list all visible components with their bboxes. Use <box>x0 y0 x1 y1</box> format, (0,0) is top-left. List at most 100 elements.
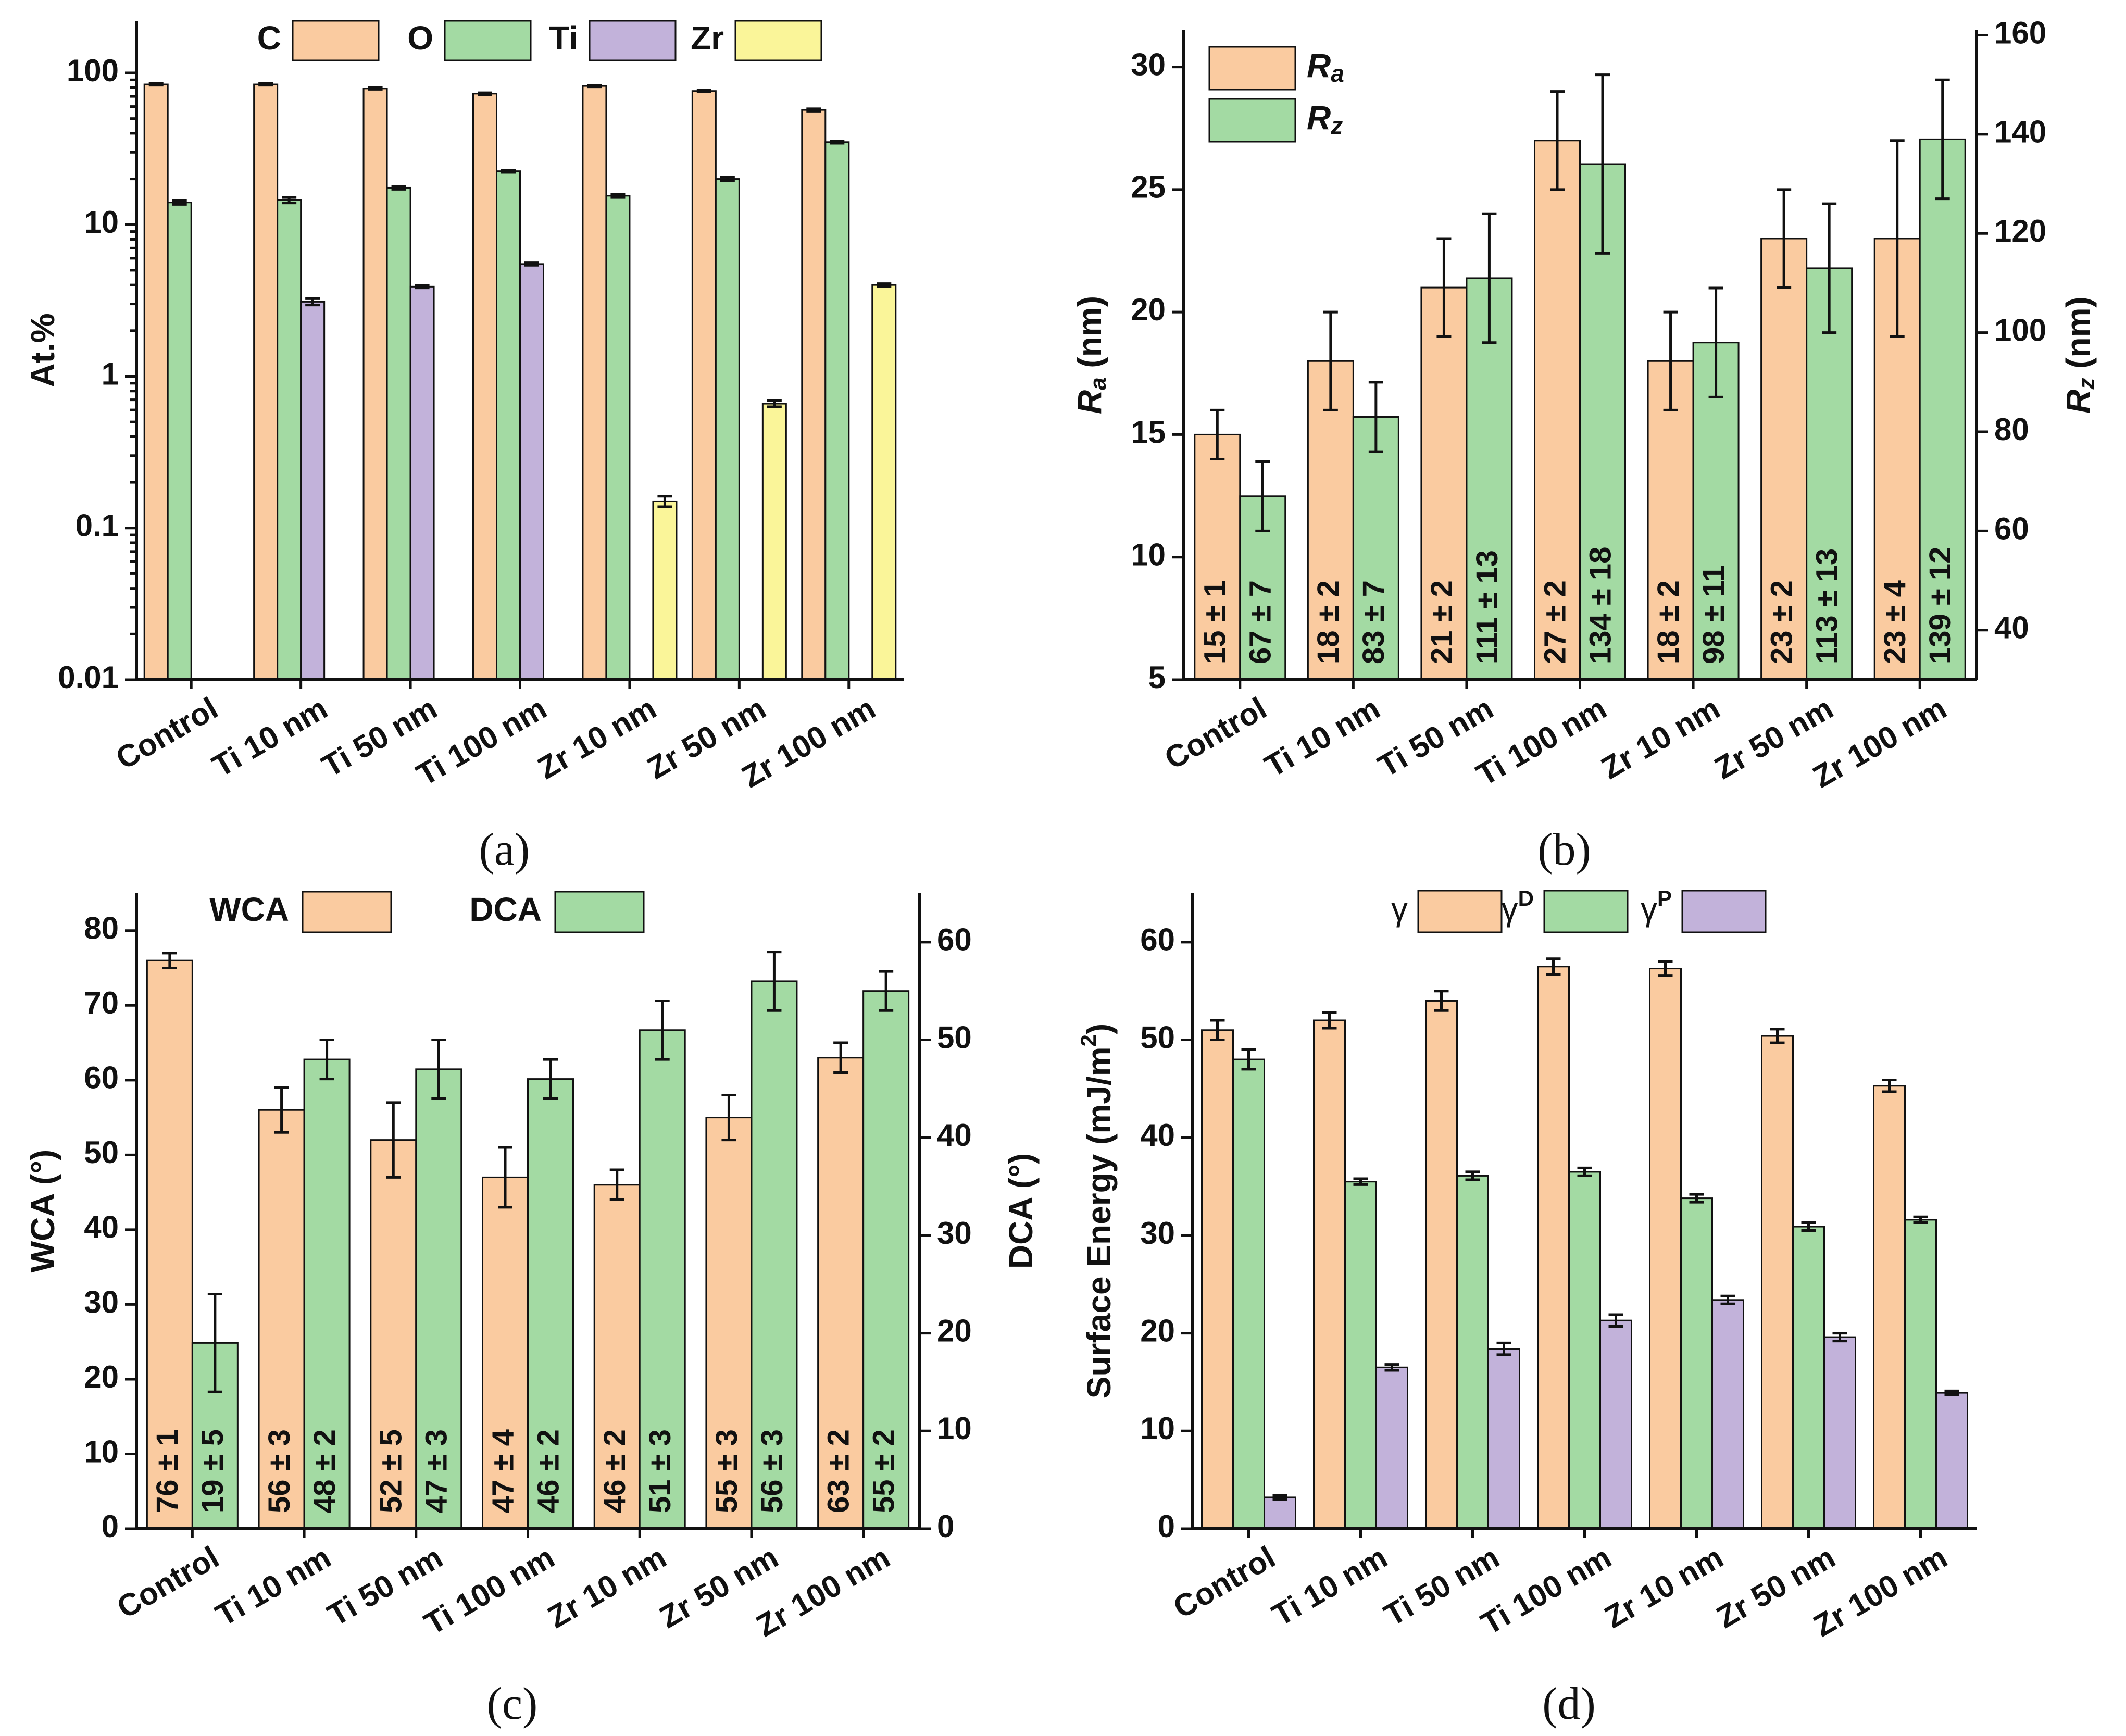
bar-γ-ti-50-nm <box>1425 1000 1458 1530</box>
y-tick-label: 20 <box>84 1359 119 1394</box>
panel-caption: (c) <box>487 1679 538 1729</box>
y2-tick-label: 30 <box>937 1216 972 1251</box>
y2-tick-label: 140 <box>1994 115 2046 149</box>
y-tick-label: 60 <box>1140 922 1175 957</box>
y2-tick-label: 0 <box>937 1509 954 1544</box>
legend-swatch <box>589 20 677 61</box>
data-label: 47 ± 4 <box>486 1429 520 1513</box>
y-axis-label: Surface Energy (mJ/m2) <box>1076 1023 1118 1398</box>
bar-γP-zr-10-nm <box>1711 1299 1744 1530</box>
y2-tick-label: 60 <box>937 922 972 957</box>
legend-label: γP <box>1641 886 1672 928</box>
y-tick-label: 30 <box>84 1284 119 1319</box>
legend-swatch <box>444 20 532 61</box>
y-tick-label: 30 <box>1140 1216 1175 1251</box>
data-label: 111 ± 13 <box>1470 550 1504 664</box>
y2-tick-label: 50 <box>937 1020 972 1055</box>
data-label: 48 ± 2 <box>308 1429 342 1513</box>
bar-Zr-zr-10-nm <box>652 500 678 681</box>
bar-γD-ti-100-nm <box>1568 1171 1601 1530</box>
bar-O-ti-10-nm <box>277 199 302 681</box>
data-label: 63 ± 2 <box>821 1429 855 1513</box>
data-label: 27 ± 2 <box>1538 580 1572 664</box>
y-tick-label: 30 <box>1131 47 1166 82</box>
y-tick-label: 40 <box>84 1210 119 1245</box>
data-label: 23 ± 4 <box>1878 580 1912 664</box>
y2-tick-label: 160 <box>1994 15 2046 50</box>
y-tick-label: 50 <box>84 1135 119 1170</box>
bar-γ-control <box>1201 1029 1234 1530</box>
y-tick-label: 50 <box>1140 1020 1175 1055</box>
bar-C-ti-10-nm <box>253 83 279 681</box>
data-label: 52 ± 5 <box>374 1429 408 1513</box>
legend-swatch <box>734 20 822 61</box>
bar-γD-ti-50-nm <box>1456 1175 1489 1530</box>
y2-tick-label: 60 <box>1994 511 2029 546</box>
bar-O-zr-50-nm <box>715 178 740 681</box>
bar-γD-zr-100-nm <box>1904 1219 1937 1530</box>
bar-C-zr-100-nm <box>801 109 827 681</box>
y-tick-label: 100 <box>67 53 119 88</box>
bar-WCA-ti-50-nm <box>370 1139 417 1530</box>
bar-O-control <box>167 202 192 681</box>
y2-axis-label: DCA (°) <box>1002 1153 1040 1269</box>
legend-label: Rz <box>1307 99 1343 139</box>
bar-O-zr-100-nm <box>824 141 850 681</box>
bar-C-ti-50-nm <box>362 88 388 681</box>
data-label: 98 ± 11 <box>1697 565 1731 664</box>
panel-caption: (d) <box>1542 1679 1596 1729</box>
bar-Ra-control <box>1194 433 1241 681</box>
data-label: 76 ± 1 <box>151 1429 184 1513</box>
y-tick-label: 0 <box>1158 1509 1175 1544</box>
legend-label: γD <box>1502 886 1534 928</box>
y-tick-label: 20 <box>1140 1313 1175 1348</box>
bar-γD-ti-10-nm <box>1344 1181 1377 1530</box>
y2-tick-label: 40 <box>1994 610 2029 645</box>
data-label: 56 ± 3 <box>755 1429 789 1513</box>
legend-label: Zr <box>691 19 724 57</box>
y2-tick-label: 80 <box>1994 412 2029 447</box>
bar-γ-zr-10-nm <box>1649 968 1682 1530</box>
bar-O-ti-100-nm <box>496 170 521 681</box>
y2-tick-label: 10 <box>937 1411 972 1446</box>
bar-Ra-ti-50-nm <box>1420 286 1468 681</box>
panel-caption: (a) <box>479 825 530 875</box>
legend-swatch <box>1208 98 1296 143</box>
bar-C-control <box>143 83 169 681</box>
bar-γP-ti-50-nm <box>1487 1348 1520 1530</box>
data-label: 18 ± 2 <box>1652 580 1685 664</box>
data-label: 55 ± 3 <box>710 1429 744 1513</box>
bar-O-ti-50-nm <box>386 186 411 681</box>
y-tick-label: 0 <box>102 1509 119 1544</box>
bar-γD-zr-50-nm <box>1792 1226 1825 1530</box>
y-tick-label: 5 <box>1148 660 1166 695</box>
legend-label: Ra <box>1307 47 1344 87</box>
y-tick-label: 0.1 <box>76 508 119 543</box>
bar-γ-ti-10-nm <box>1313 1019 1346 1530</box>
bar-WCA-ti-10-nm <box>258 1109 305 1530</box>
y2-tick-label: 20 <box>937 1313 972 1348</box>
data-label: 46 ± 2 <box>598 1429 632 1513</box>
data-label: 56 ± 3 <box>262 1429 296 1513</box>
data-label: 21 ± 2 <box>1425 580 1459 664</box>
bar-DCA-zr-10-nm <box>639 1029 686 1530</box>
data-label: 18 ± 2 <box>1311 580 1345 664</box>
y2-tick-label: 100 <box>1994 313 2046 348</box>
y-axis-label: Ra (nm) <box>1071 296 1111 414</box>
y-tick-label: 0.01 <box>58 660 119 695</box>
bar-DCA-ti-50-nm <box>415 1068 462 1530</box>
y-axis-label: At.% <box>24 313 61 387</box>
y-axis-label: WCA (°) <box>24 1150 61 1272</box>
legend-swatch <box>1681 890 1767 933</box>
legend-label: WCA <box>209 891 289 928</box>
bar-Rz-ti-10-nm <box>1352 416 1399 681</box>
bar-Ti-ti-10-nm <box>300 301 326 681</box>
data-label: 23 ± 2 <box>1765 580 1798 664</box>
bar-γP-ti-100-nm <box>1599 1319 1632 1530</box>
data-label: 47 ± 3 <box>420 1429 454 1513</box>
y-tick-label: 15 <box>1131 415 1166 449</box>
legend-swatch <box>1543 890 1629 933</box>
data-label: 46 ± 2 <box>531 1429 565 1513</box>
panel-b: 15 ± 1 18 ± 2 21 ± 2 27 ± 2 18 ± 2 23 ± 2 23 ±… <box>1071 15 2099 875</box>
